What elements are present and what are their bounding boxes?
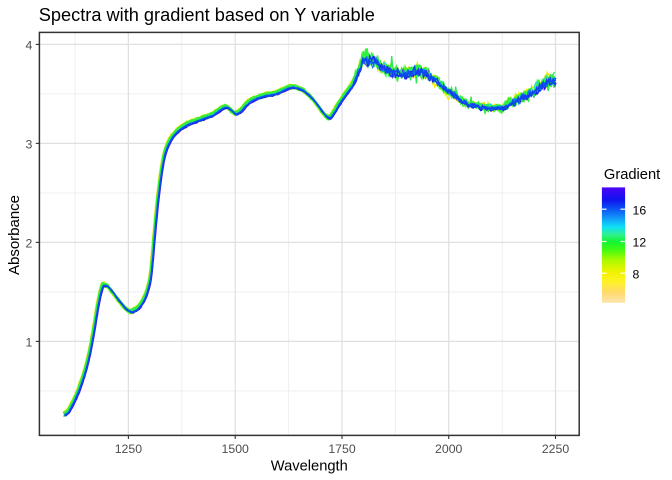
svg-text:16: 16 xyxy=(633,203,647,217)
svg-text:2000: 2000 xyxy=(435,442,463,456)
svg-text:Wavelength: Wavelength xyxy=(271,459,348,475)
svg-text:12: 12 xyxy=(633,236,647,250)
svg-text:Spectra with gradient based on: Spectra with gradient based on Y variabl… xyxy=(39,5,375,25)
svg-text:2: 2 xyxy=(25,237,32,251)
svg-text:1500: 1500 xyxy=(222,442,250,456)
svg-text:1250: 1250 xyxy=(115,442,143,456)
svg-text:Gradient: Gradient xyxy=(604,167,660,183)
svg-text:1: 1 xyxy=(25,336,32,350)
svg-text:Absorbance: Absorbance xyxy=(6,195,23,275)
svg-text:8: 8 xyxy=(633,267,640,281)
svg-text:1750: 1750 xyxy=(328,442,356,456)
svg-text:3: 3 xyxy=(25,138,32,152)
svg-text:4: 4 xyxy=(25,39,32,53)
svg-text:2250: 2250 xyxy=(542,442,570,456)
